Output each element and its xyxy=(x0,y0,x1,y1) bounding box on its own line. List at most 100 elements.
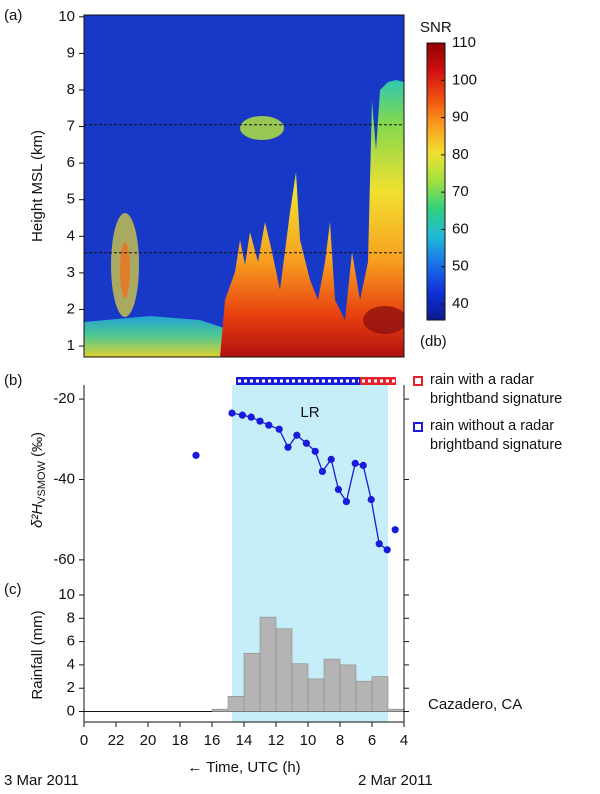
y-tick-label: 8 xyxy=(67,609,75,626)
y-tick-label: -20 xyxy=(53,390,75,407)
data-point xyxy=(275,425,283,433)
x-tick-label: 10 xyxy=(300,732,317,749)
data-point xyxy=(359,461,367,469)
region-label: LR xyxy=(300,404,319,421)
data-point xyxy=(256,417,264,425)
y-tick-label: 4 xyxy=(67,656,75,673)
y-tick-label: 6 xyxy=(67,633,75,650)
legend-marker xyxy=(413,376,423,386)
colorbar-tick-label: 80 xyxy=(452,146,469,163)
panel-label: (b) xyxy=(4,372,22,389)
legend-entry: rain with a radar brightband signature xyxy=(430,372,563,407)
panel-label: (a) xyxy=(4,7,22,24)
data-point xyxy=(327,455,335,463)
data-point xyxy=(318,467,326,476)
y-tick-label: 9 xyxy=(67,44,75,61)
colorbar-unit: (db) xyxy=(420,333,447,350)
x-tick-label: 0 xyxy=(80,732,88,749)
data-point xyxy=(383,546,391,554)
y-tick-label: 0 xyxy=(67,702,75,719)
legend-entry: rain without a radar brightband signatur… xyxy=(430,418,563,453)
bar xyxy=(211,708,229,712)
data-point xyxy=(238,411,246,419)
y-tick-label: 3 xyxy=(67,264,75,281)
bar xyxy=(387,708,405,712)
x-tick-label: 20 xyxy=(140,732,157,749)
x-axis-label: ← Time, UTC (h) xyxy=(187,759,300,776)
y-tick-label: 2 xyxy=(67,300,75,317)
data-point xyxy=(311,447,319,455)
y-axis-label: Height MSL (km) xyxy=(29,130,46,242)
data-point xyxy=(375,540,383,548)
y-tick-label: 2 xyxy=(67,679,75,696)
legend-label: rain without a radar brightband signatur… xyxy=(430,418,563,453)
bar xyxy=(307,678,325,712)
colorbar-tick-label: 40 xyxy=(452,295,469,312)
y-tick-label: -40 xyxy=(53,470,75,487)
y-tick-label: 6 xyxy=(67,154,75,171)
y-tick-label: 4 xyxy=(67,227,75,244)
plot-frame xyxy=(83,14,405,358)
legend-label: rain with a radar brightband signature xyxy=(430,372,563,407)
colorbar-tick-label: 70 xyxy=(452,183,469,200)
bar xyxy=(291,663,309,712)
y-axis-label: Rainfall (mm) xyxy=(29,610,46,699)
date-label: 2 Mar 2011 xyxy=(358,772,433,789)
y-tick-label: 1 xyxy=(67,337,75,354)
bar xyxy=(323,658,341,712)
x-tick-label: 12 xyxy=(268,732,285,749)
legend-marker xyxy=(413,422,423,432)
x-tick-label: 22 xyxy=(108,732,125,749)
y-tick-label: 5 xyxy=(67,191,75,208)
colorbar-tick-label: 90 xyxy=(452,109,469,126)
x-tick-label: 4 xyxy=(400,732,408,749)
colorbar-tick-label: 100 xyxy=(452,71,477,88)
colorbar-tick-label: 110 xyxy=(452,34,476,51)
bar xyxy=(371,676,389,712)
data-point xyxy=(391,526,399,534)
x-tick-label: 18 xyxy=(172,732,189,749)
bar xyxy=(227,696,245,712)
y-tick-label: 8 xyxy=(67,81,75,98)
data-point xyxy=(192,451,200,459)
colorbar-title: SNR xyxy=(420,19,452,36)
x-tick-label: 14 xyxy=(236,732,253,749)
colorbar-tick-label: 50 xyxy=(452,258,469,275)
bar xyxy=(243,652,261,712)
annotation: Cazadero, CA xyxy=(428,696,522,713)
y-tick-label: 10 xyxy=(58,586,75,603)
y-tick-label: 7 xyxy=(67,118,75,135)
data-point xyxy=(351,459,359,467)
radar-echo xyxy=(220,80,404,357)
radar-echo xyxy=(84,316,230,357)
y-axis-label-unit: (‰) xyxy=(29,432,46,457)
data-point xyxy=(302,439,310,447)
y-axis-label-symbol: δ²H xyxy=(29,504,46,528)
y-axis-label-subscript: VSMOW xyxy=(36,460,48,503)
colorbar-tick-label: 60 xyxy=(452,220,469,237)
bar xyxy=(259,616,277,712)
radar-echo xyxy=(363,306,404,334)
radar-echo xyxy=(120,242,130,298)
x-tick-label: 8 xyxy=(336,732,344,749)
data-point xyxy=(334,485,342,494)
data-point xyxy=(265,421,273,429)
x-tick-label: 6 xyxy=(368,732,376,749)
data-point xyxy=(228,409,236,417)
y-axis-label: δ²HVSMOW (‰) xyxy=(29,432,48,528)
radar-image xyxy=(84,15,404,357)
x-tick-label: 16 xyxy=(204,732,221,749)
colorbar xyxy=(426,42,446,321)
bar xyxy=(275,628,293,712)
data-point xyxy=(293,431,301,439)
data-point xyxy=(367,495,375,504)
y-tick-label: -60 xyxy=(53,551,75,568)
panel-label: (c) xyxy=(4,581,22,598)
y-tick-label: 10 xyxy=(58,8,75,25)
date-label: 3 Mar 2011 xyxy=(4,772,79,789)
data-point xyxy=(247,413,255,421)
data-point xyxy=(342,497,350,506)
radar-echo xyxy=(240,116,284,140)
